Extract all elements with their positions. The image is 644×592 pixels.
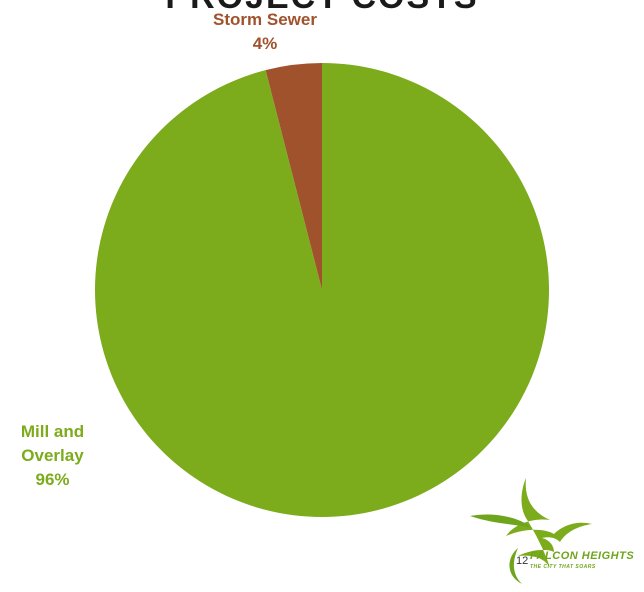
storm-sewer-name: Storm Sewer [213,10,317,29]
pie-slice-storm-sewer [265,63,322,290]
logo-name: FALCON HEIGHTS [530,550,635,562]
mill-overlay-percent: 96% [35,470,70,489]
logo-tagline: THE CITY THAT SOARS [530,564,596,570]
pie-slice-mill-and-overlay [94,63,550,517]
mill-overlay-name-line1: Mill and [20,422,85,441]
chart-title-container: PROJECT COSTS [0,0,644,10]
falcon-bird-icon [470,478,592,584]
storm-sewer-percent: 4% [252,34,278,53]
mill-overlay-label: Mill and Overlay 96% [0,420,105,492]
chart-title: PROJECT COSTS [0,0,644,10]
mill-overlay-name-line2: Overlay [21,446,84,465]
storm-sewer-label: Storm Sewer 4% [190,8,340,56]
page-number: 12 [516,555,529,567]
